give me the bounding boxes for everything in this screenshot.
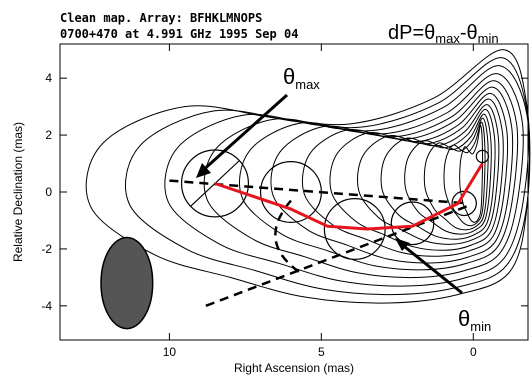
y-tick-label: 2 [45,128,52,142]
x-tick-label: 0 [470,345,477,359]
contour-level-11 [404,113,492,235]
formula-mid: -θ [460,22,478,44]
y-tick-label: 4 [45,71,52,85]
component-circle-2 [259,161,322,223]
x-tick-label: 5 [318,345,325,359]
theta-max-label: θmax [283,64,320,92]
formula-text: dP=θ [388,22,435,44]
component-circle-6 [475,149,490,164]
ridge-line [214,162,484,231]
theta-max-arrow [199,93,289,174]
reference-lines [169,179,468,308]
ridge-path [214,162,484,231]
formula-sub-max: max [435,31,460,46]
axis-ticks: 10 5 0 4 2 0 -2 -4 [41,44,528,359]
x-tick-label: 10 [163,345,177,359]
beam-shape [100,236,154,330]
header-line-2: 0700+470 at 4.991 GHz 1995 Sep 04 [60,27,298,41]
component-cross-2 [190,160,240,207]
contour-level-14 [459,124,484,223]
contour-level-13 [443,121,486,227]
svg-text:dP=θmax-θmin: dP=θmax-θmin [388,22,499,46]
component-circles [180,149,490,260]
x-axis-label: Right Ascension (mas) [234,361,354,375]
component-circle-1 [180,149,250,218]
formula-sub-min: min [478,31,499,46]
y-tick-label: -2 [41,242,52,256]
theta-min-annotation: θmin [395,238,491,334]
angle-arc [274,199,304,276]
beam-ellipse [100,236,154,330]
theta-min-label: θmin [458,306,491,334]
y-tick-label: -4 [41,299,52,313]
reference-line-min-direction [205,205,468,308]
y-tick-label: 0 [45,185,52,199]
contour-level-9 [357,104,500,245]
y-axis-label: Relative Declination (mas) [11,122,25,262]
theta-max-arrowhead [196,163,211,178]
contour-level-10 [380,108,496,240]
theta-min-arrow [399,241,463,295]
theta-max-annotation: θmax [196,64,320,178]
header-line-1: Clean map. Array: BFHKLMNOPS [60,11,262,25]
formula-annotation: dP=θmax-θmin [388,22,499,46]
theta-min-arrowhead [395,238,410,251]
component-circle-4 [390,201,435,246]
